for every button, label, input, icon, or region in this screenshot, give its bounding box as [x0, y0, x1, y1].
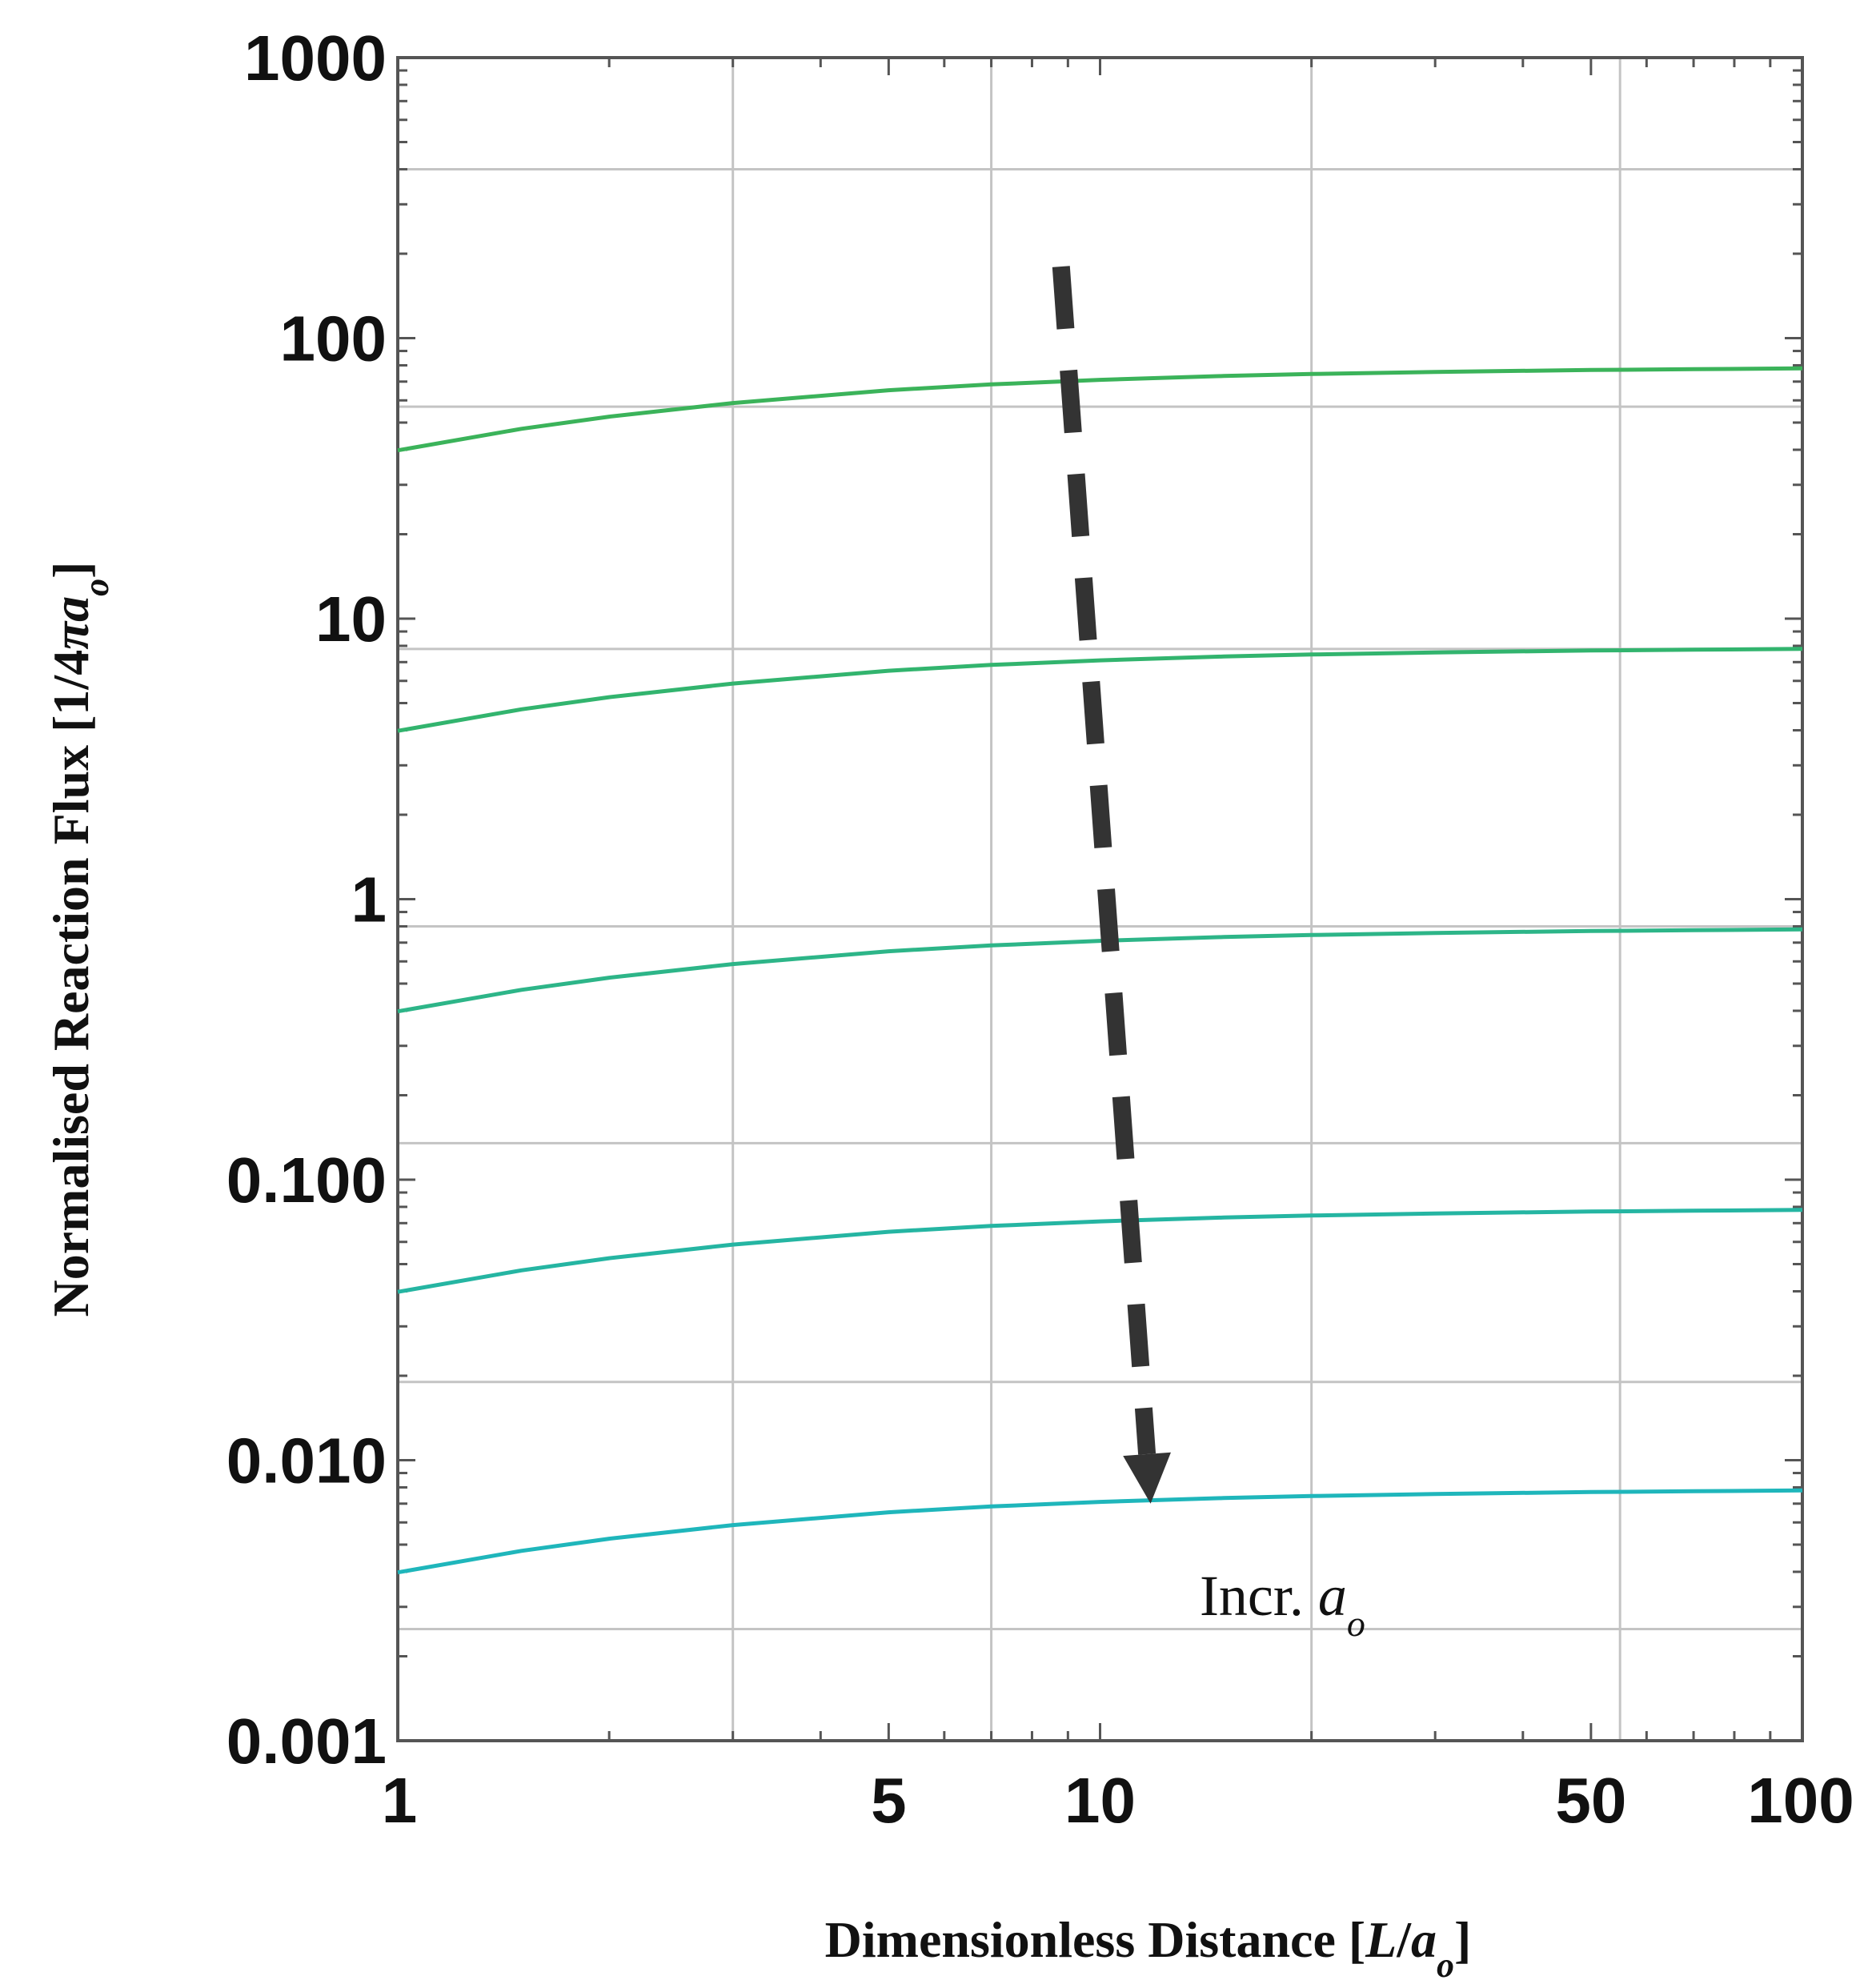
plot-frame — [396, 56, 1804, 1742]
x-axis-label: Dimensionless Distance [L/ao] — [825, 1911, 1472, 1984]
tick-labels: 0.001 0.010 0.100 1 10 100 1000 1 5 10 50 100 — [226, 22, 1854, 1836]
grid-lines — [398, 58, 1802, 1741]
y-axis-label: Normalised Reaction Flux [1/4πao] — [42, 562, 116, 1317]
x-tick-label: 10 — [1064, 1765, 1136, 1836]
x-tick-label: 50 — [1555, 1765, 1626, 1836]
arrow-shaft — [1052, 266, 1156, 1455]
y-tick-label: 100 — [280, 303, 387, 375]
x-tick-label: 100 — [1747, 1765, 1854, 1836]
y-tick-label: 1 — [351, 864, 387, 936]
series-line-5 — [397, 1488, 1803, 1575]
series-line-1 — [397, 366, 1803, 453]
series-line-4 — [397, 1208, 1803, 1294]
x-tick-label: 1 — [382, 1765, 418, 1836]
x-tick-label: 5 — [871, 1765, 907, 1836]
increase-arrow-group — [1052, 266, 1171, 1504]
y-tick-label: 0.001 — [226, 1705, 387, 1777]
series-line-3 — [397, 927, 1803, 1014]
y-tick-label: 1000 — [244, 22, 387, 94]
y-tick-label: 0.010 — [226, 1425, 387, 1497]
increase-label: Incr. ao — [1200, 1564, 1365, 1643]
y-tick-label: 10 — [315, 583, 387, 655]
y-tick-label: 0.100 — [226, 1144, 387, 1216]
series-line-2 — [397, 647, 1803, 733]
series-group — [397, 366, 1803, 1575]
arrow-head — [1123, 1452, 1171, 1504]
